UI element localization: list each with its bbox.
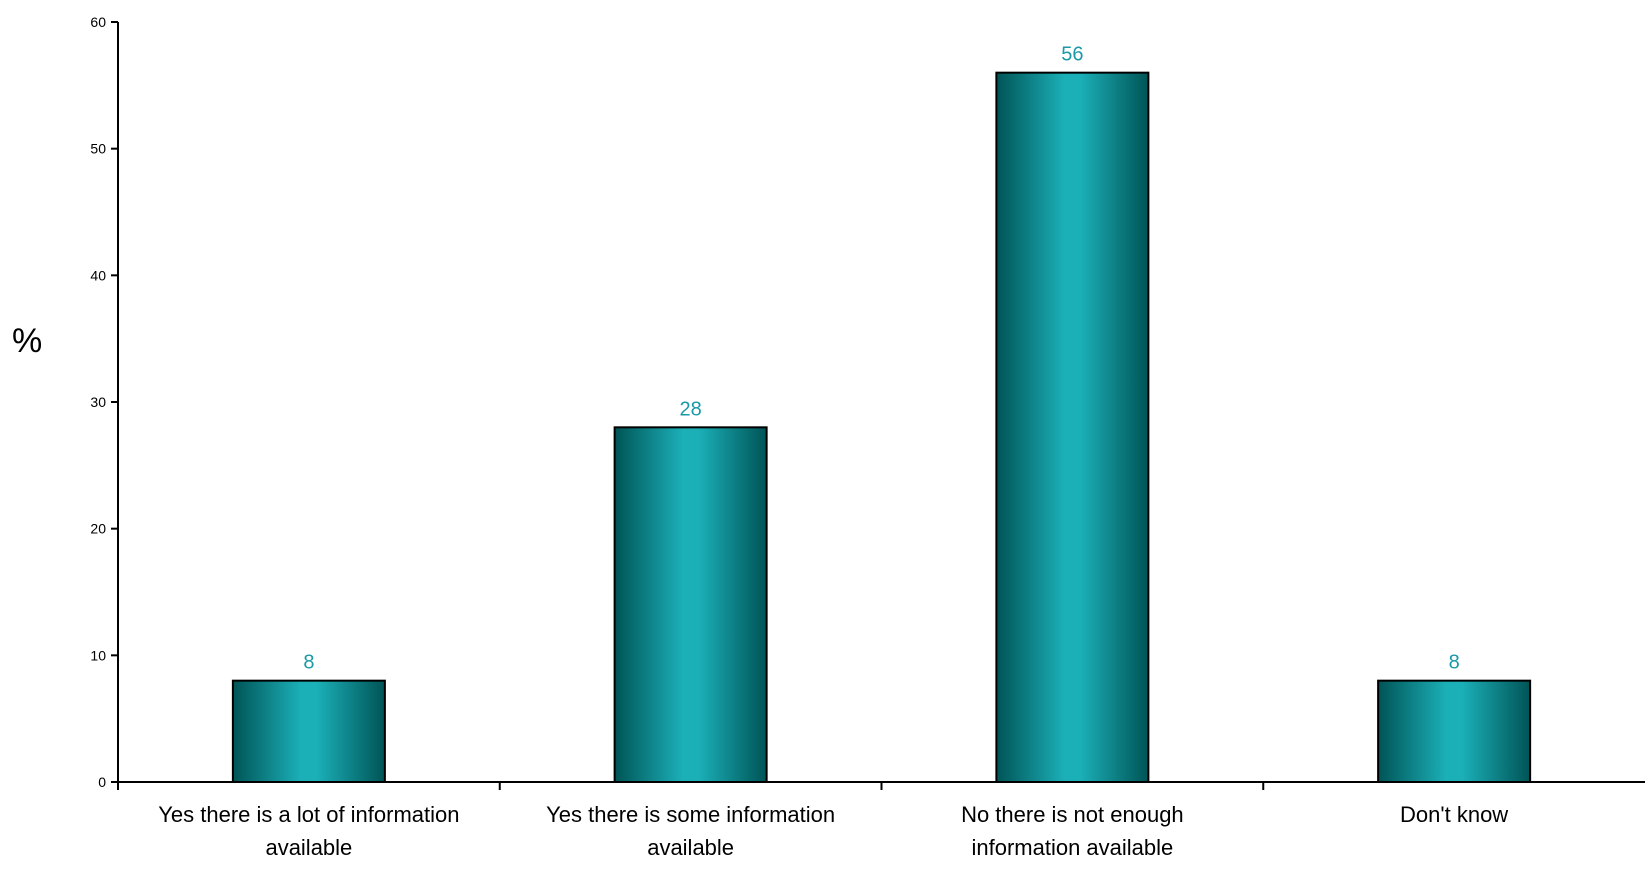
data-label: 8 <box>1449 652 1460 674</box>
x-category-label: Yes there is a lot of information <box>158 802 459 827</box>
data-label: 28 <box>680 398 702 420</box>
y-tick-label: 20 <box>90 521 106 537</box>
x-category-label: Don't know <box>1400 802 1508 827</box>
axes: 0 10 20 30 40 50 60 <box>90 14 1645 790</box>
bars-group <box>231 71 1532 784</box>
y-tick-label: 50 <box>90 141 106 157</box>
y-tick-label: 40 <box>90 267 106 283</box>
x-category-label: available <box>265 835 352 860</box>
bar <box>995 71 1150 783</box>
y-tick-label: 0 <box>98 774 106 790</box>
data-label: 8 <box>303 652 314 674</box>
y-tick-label: 10 <box>90 647 106 663</box>
bar <box>1377 679 1532 784</box>
y-tick-label: 60 <box>90 14 106 30</box>
x-category-label: Yes there is some information <box>546 802 835 827</box>
y-axis-title: % <box>12 322 42 360</box>
bar <box>231 679 386 784</box>
data-label: 56 <box>1061 44 1083 66</box>
labels-group: 8 Yes there is a lot of information availa… <box>158 44 1508 860</box>
bar <box>613 426 768 783</box>
x-category-label: available <box>647 835 734 860</box>
y-tick-label: 30 <box>90 394 106 410</box>
x-category-label: No there is not enough <box>961 802 1184 827</box>
x-category-label: information available <box>971 835 1173 860</box>
